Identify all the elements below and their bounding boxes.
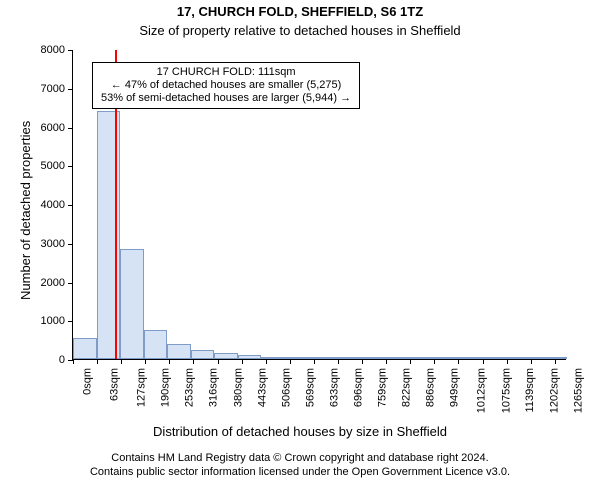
histogram-bar (449, 357, 473, 359)
x-tick-label: 63sqm (107, 368, 121, 401)
y-tick-label: 6000 (41, 122, 73, 134)
histogram-bar (191, 350, 215, 359)
x-tick-label: 633sqm (326, 368, 340, 407)
x-tick-label: 696sqm (351, 368, 365, 407)
annotation-line: ← 47% of detached houses are smaller (5,… (101, 79, 351, 92)
y-tick-label: 3000 (41, 238, 73, 250)
x-axis-label: Distribution of detached houses by size … (0, 424, 600, 439)
x-tick-label: 127sqm (134, 368, 148, 407)
histogram-bar (73, 338, 97, 359)
annotation-line: 53% of semi-detached houses are larger (… (101, 92, 351, 105)
histogram-bar (238, 355, 262, 359)
histogram-bar (543, 357, 567, 359)
x-tick-label: 1075sqm (498, 368, 512, 413)
x-tick-label: 190sqm (158, 368, 172, 407)
x-tick-label: 949sqm (447, 368, 461, 407)
chart-super-title: 17, CHURCH FOLD, SHEFFIELD, S6 1TZ (0, 4, 600, 19)
x-tick-mark (362, 359, 363, 364)
x-tick-mark (193, 359, 194, 364)
footer: Contains HM Land Registry data © Crown c… (0, 452, 600, 480)
x-tick-label: 1139sqm (522, 368, 536, 412)
histogram-bar (261, 357, 285, 359)
x-tick-label: 316sqm (206, 368, 220, 407)
x-tick-mark (169, 359, 170, 364)
histogram-bar (426, 357, 450, 359)
footer-line-1: Contains HM Land Registry data © Crown c… (0, 452, 600, 466)
x-tick-mark (483, 359, 484, 364)
x-tick-mark (531, 359, 532, 364)
x-tick-mark (314, 359, 315, 364)
y-tick-label: 8000 (41, 44, 73, 56)
x-tick-mark (555, 359, 556, 364)
y-tick-label: 7000 (41, 83, 73, 95)
x-tick-mark (507, 359, 508, 364)
x-tick-mark (290, 359, 291, 364)
histogram-bar (473, 357, 497, 359)
plot-area: 0100020003000400050006000700080000sqm63s… (72, 50, 566, 360)
y-tick-label: 2000 (41, 277, 73, 289)
histogram-bar (120, 249, 144, 359)
histogram-bar (520, 357, 544, 359)
x-tick-label: 506sqm (278, 368, 292, 407)
x-tick-mark (145, 359, 146, 364)
annotation-line: 17 CHURCH FOLD: 111sqm (101, 66, 351, 79)
histogram-bar (308, 357, 332, 359)
chart-sub-title: Size of property relative to detached ho… (0, 23, 600, 38)
x-tick-label: 253sqm (182, 368, 196, 407)
histogram-bar (332, 357, 356, 359)
x-tick-label: 569sqm (302, 368, 316, 407)
histogram-bar (496, 357, 520, 359)
x-tick-mark (242, 359, 243, 364)
x-tick-mark (218, 359, 219, 364)
x-tick-label: 822sqm (399, 368, 413, 407)
footer-line-2: Contains public sector information licen… (0, 466, 600, 480)
histogram-bar (285, 357, 309, 359)
x-tick-label: 886sqm (423, 368, 437, 407)
x-tick-label: 443sqm (254, 368, 268, 407)
histogram-bar (214, 353, 238, 359)
x-tick-mark (434, 359, 435, 364)
x-tick-label: 1012sqm (474, 368, 488, 413)
histogram-bar (144, 330, 168, 359)
y-axis-label: Number of detached properties (18, 121, 33, 300)
x-tick-mark (410, 359, 411, 364)
annotation-box: 17 CHURCH FOLD: 111sqm← 47% of detached … (92, 62, 360, 110)
histogram-bar (167, 344, 191, 360)
x-tick-mark (386, 359, 387, 364)
y-tick-label: 0 (59, 354, 73, 366)
y-tick-label: 4000 (41, 199, 73, 211)
x-tick-mark (121, 359, 122, 364)
x-tick-label: 1265sqm (570, 368, 584, 413)
histogram-bar (355, 357, 379, 359)
x-tick-label: 0sqm (79, 368, 93, 395)
x-tick-label: 759sqm (375, 368, 389, 407)
y-tick-label: 1000 (41, 315, 73, 327)
x-tick-mark (266, 359, 267, 364)
x-tick-mark (458, 359, 459, 364)
x-tick-label: 380sqm (230, 368, 244, 407)
histogram-bar (379, 357, 403, 359)
histogram-bar (402, 357, 426, 359)
x-tick-mark (73, 359, 74, 364)
x-tick-mark (97, 359, 98, 364)
x-tick-mark (338, 359, 339, 364)
x-tick-label: 1202sqm (546, 368, 560, 413)
y-tick-label: 5000 (41, 160, 73, 172)
